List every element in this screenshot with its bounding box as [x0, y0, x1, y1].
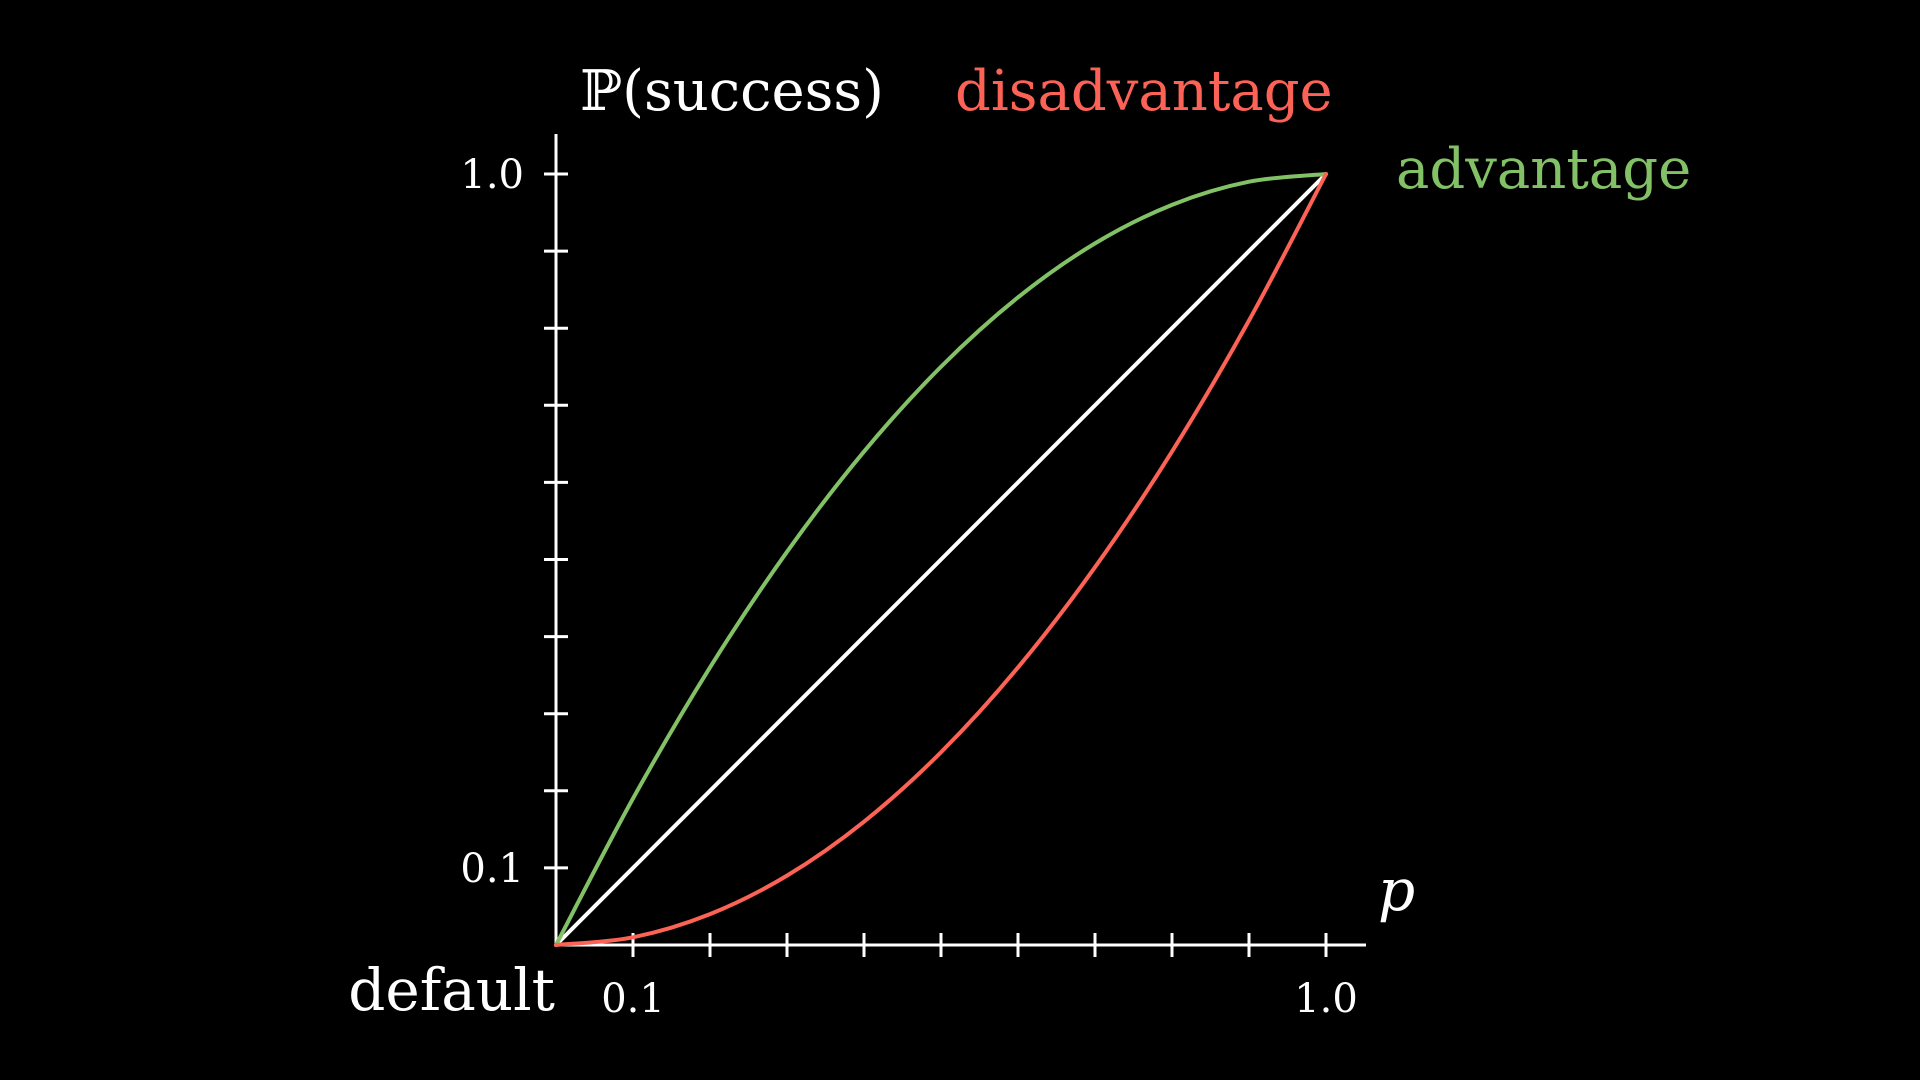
- x-tick-label: 0.1: [601, 976, 665, 1022]
- y-tick-label: 0.1: [460, 846, 524, 892]
- default-curve: [556, 174, 1326, 945]
- y-axis-label: ℙ(success): [580, 59, 884, 124]
- disadvantage-label: disadvantage: [955, 59, 1333, 124]
- labels-group: ℙ(success) p default advantage disadvant…: [348, 59, 1691, 1024]
- curves-group: [556, 174, 1326, 945]
- advantage-label: advantage: [1396, 137, 1691, 202]
- x-axis-label: p: [1378, 856, 1415, 924]
- ticks-group: 0.1 1.0 0.1 1.0: [460, 152, 1357, 1022]
- y-tick-label: 1.0: [460, 152, 524, 198]
- x-tick-label: 1.0: [1294, 976, 1358, 1022]
- default-label: default: [348, 956, 555, 1024]
